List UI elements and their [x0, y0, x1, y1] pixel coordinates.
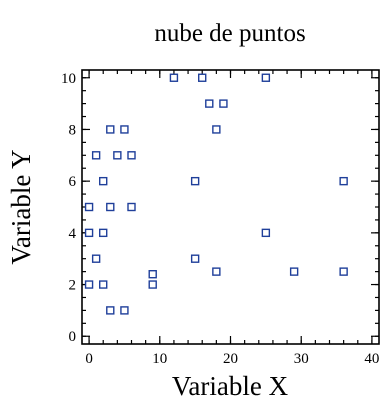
y-tick-label: 4	[69, 226, 77, 242]
data-point	[99, 228, 108, 238]
y-axis-ticks: 0 2 4 6 8 10	[61, 71, 379, 345]
data-point	[169, 73, 179, 82]
data-point	[127, 202, 136, 212]
x-axis-label: Variable X	[172, 371, 289, 401]
data-point	[212, 125, 221, 134]
x-axis-ticks: 0 10 20 30 40	[85, 70, 379, 367]
data-point	[205, 99, 214, 108]
data-points	[84, 73, 348, 315]
y-tick-label: 2	[69, 278, 77, 294]
data-point	[339, 267, 348, 276]
y-axis-label: Variable Y	[6, 149, 36, 264]
data-point	[127, 151, 136, 160]
data-point	[99, 176, 108, 186]
data-point	[198, 73, 207, 82]
x-tick-label: 0	[85, 351, 93, 367]
chart-title: nube de puntos	[154, 20, 305, 47]
data-point	[106, 125, 115, 134]
data-point	[84, 280, 94, 289]
data-point	[190, 254, 200, 263]
data-point	[84, 202, 94, 212]
y-tick-label: 6	[69, 174, 77, 190]
x-tick-label: 30	[294, 351, 309, 367]
data-point	[261, 228, 271, 238]
x-tick-label: 10	[152, 351, 167, 367]
data-point	[289, 267, 299, 276]
data-point	[219, 99, 228, 108]
y-tick-label: 0	[69, 329, 77, 345]
x-tick-label: 20	[223, 351, 238, 367]
data-point	[106, 202, 115, 212]
data-point	[120, 125, 129, 134]
plot-frame	[81, 69, 380, 345]
data-point	[212, 267, 221, 276]
data-point	[120, 306, 129, 315]
data-point	[99, 280, 108, 289]
data-point	[148, 270, 157, 279]
data-point	[261, 73, 271, 82]
data-point	[84, 228, 94, 238]
x-tick-label: 40	[364, 351, 379, 367]
data-point	[106, 306, 115, 315]
data-point	[148, 280, 157, 289]
y-tick-label: 8	[69, 122, 77, 138]
data-point	[91, 151, 101, 160]
data-point	[339, 176, 348, 186]
data-point	[113, 151, 122, 160]
data-point	[91, 254, 101, 263]
y-tick-label: 10	[61, 71, 76, 87]
data-point	[190, 176, 200, 186]
